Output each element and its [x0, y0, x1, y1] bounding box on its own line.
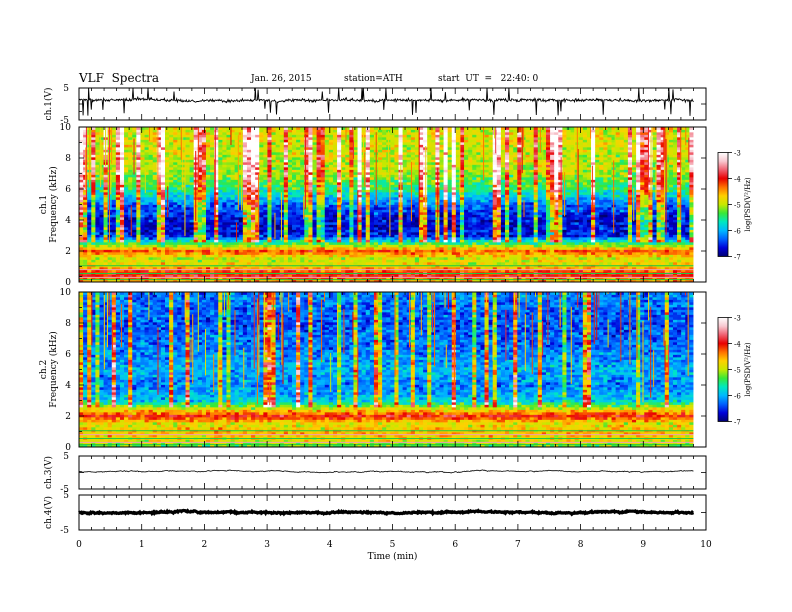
ch2-spectrogram-ytick-label: 10: [60, 288, 72, 298]
ch1-spectrogram-ytick-label: 4: [65, 216, 71, 226]
ch1-spectrogram-ytick-label: 8: [65, 154, 71, 164]
ch1-spectrogram-ytick-label: 2: [65, 247, 71, 257]
ch2-spectrogram-colorbar-tick-label: -4: [734, 341, 741, 349]
x-tick-label: 6: [452, 540, 458, 550]
ch3-waveform-ytick-label: 5: [63, 452, 69, 462]
ch1-spectrogram-ytick-label: 10: [60, 123, 72, 133]
ch1-waveform-ylabel: ch.1(V): [43, 88, 54, 121]
ch2-spectrogram-nodata: [693, 292, 706, 447]
x-tick-label: 10: [700, 540, 712, 550]
x-tick-label: 5: [390, 540, 396, 550]
x-tick-label: 9: [640, 540, 646, 550]
ch2-spectrogram-colorbar-tick-label: -5: [734, 367, 741, 375]
ch1-spectrogram-colorbar-tick-label: -6: [734, 228, 741, 236]
start-time-label: start UT = 22:40: 0: [438, 74, 539, 84]
ch2-spectrogram-colorbar-tick-label: -6: [734, 393, 741, 401]
ch3-waveform-ylabel: ch.3(V): [43, 456, 54, 489]
ch2-spectrogram-ytick-label: 4: [65, 381, 71, 391]
x-tick-label: 0: [76, 540, 82, 550]
x-axis-label: Time (min): [368, 551, 418, 562]
ch1-waveform-ytick-label: 5: [63, 84, 69, 94]
ch2-spectrogram-ylabel: ch.2: [39, 360, 49, 379]
ch1-spectrogram-colorbar-tick-label: -3: [734, 150, 741, 158]
ch1-spectrogram-nodata: [693, 127, 706, 282]
x-tick-label: 3: [264, 540, 270, 550]
ch4-waveform-ylabel: ch.4(V): [43, 496, 54, 529]
ch1-spectrogram-cells: [79, 127, 694, 283]
ch1-spectrogram-colorbar-tick-label: -4: [734, 176, 741, 184]
chart-title: VLF Spectra: [79, 71, 160, 85]
x-tick-label: 7: [515, 540, 521, 550]
ch1-waveform-trace: [78, 87, 694, 116]
ch2-spectrogram-ytick-label: 8: [65, 319, 71, 329]
ch2-spectrogram-ytick-label: 2: [65, 412, 71, 422]
ch1-waveform-ytick-label: -5: [60, 116, 69, 126]
x-tick-label: 2: [202, 540, 208, 550]
ch2-spectrogram-colorbar-label: log(PSD(V²/Hz): [744, 342, 752, 397]
ch1-spectrogram-ylabel: ch.1: [39, 195, 49, 214]
ch1-spectrogram-colorbar-tick-label: -7: [734, 254, 741, 262]
ch1-spectrogram-colorbar: [717, 152, 729, 257]
ch1-spectrogram-colorbar-label: log(PSD(V²/Hz): [744, 177, 752, 232]
date-label: Jan. 26, 2015: [251, 74, 312, 84]
ch2-spectrogram-ytick-label: 0: [65, 443, 71, 453]
ch4-waveform-trace: [78, 508, 695, 517]
ch3-waveform-trace: [78, 469, 694, 474]
ch1-spectrogram-ytick-label: 0: [65, 278, 71, 288]
x-tick-label: 8: [578, 540, 584, 550]
ch1-spectrogram-colorbar-tick-label: -5: [734, 202, 741, 210]
ch4-waveform-ytick-label: -5: [60, 526, 69, 536]
ch1-spectrogram-ytick-label: 6: [65, 185, 71, 195]
ch3-waveform-ytick-label: -5: [60, 485, 69, 495]
x-tick-label: 1: [139, 540, 145, 550]
ch2-spectrogram-cells: [79, 292, 694, 448]
ch2-spectrogram-ytick-label: 6: [65, 350, 71, 360]
x-tick-label: 4: [327, 540, 333, 550]
station-label: station=ATH: [344, 74, 403, 84]
ch2-spectrogram-colorbar-tick-label: -7: [734, 419, 741, 427]
ch2-spectrogram-ylabel-frequency: Frequency (kHz): [48, 331, 59, 408]
ch2-spectrogram-colorbar: [717, 317, 729, 422]
ch2-spectrogram-colorbar-tick-label: -3: [734, 315, 741, 323]
ch1-spectrogram-ylabel-frequency: Frequency (kHz): [48, 166, 59, 243]
ch4-waveform-ytick-label: 5: [63, 491, 69, 501]
